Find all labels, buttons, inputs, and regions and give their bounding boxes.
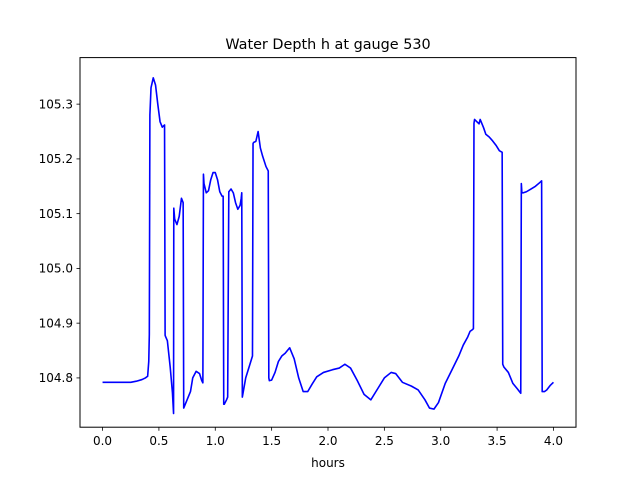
- y-tick-label: 105.2: [39, 152, 73, 166]
- x-tick-label: 4.0: [544, 434, 563, 448]
- chart-title: Water Depth h at gauge 530: [225, 37, 430, 53]
- y-tick-label: 104.8: [39, 371, 73, 385]
- x-tick-label: 3.5: [488, 434, 507, 448]
- x-tick-label: 2.5: [375, 434, 394, 448]
- x-axis: 0.0 0.5 1.0 1.5 2.0 2.5 3.0 3.5 4.0: [93, 427, 563, 448]
- x-tick-label: 0.5: [149, 434, 168, 448]
- plot-area: [102, 77, 555, 415]
- x-tick-label: 1.5: [262, 434, 281, 448]
- y-tick-label: 105.3: [39, 97, 73, 111]
- series-line-0: [102, 77, 555, 415]
- x-axis-label: hours: [311, 456, 345, 470]
- x-tick-label: 3.0: [431, 434, 450, 448]
- x-tick-label: 1.0: [206, 434, 225, 448]
- y-tick-label: 105.0: [39, 262, 73, 276]
- y-axis: 104.8 104.9 105.0 105.1 105.2 105.3: [39, 97, 80, 385]
- x-tick-label: 2.0: [318, 434, 337, 448]
- x-tick-label: 0.0: [93, 434, 112, 448]
- y-tick-label: 104.9: [39, 316, 73, 330]
- y-tick-label: 105.1: [39, 207, 73, 221]
